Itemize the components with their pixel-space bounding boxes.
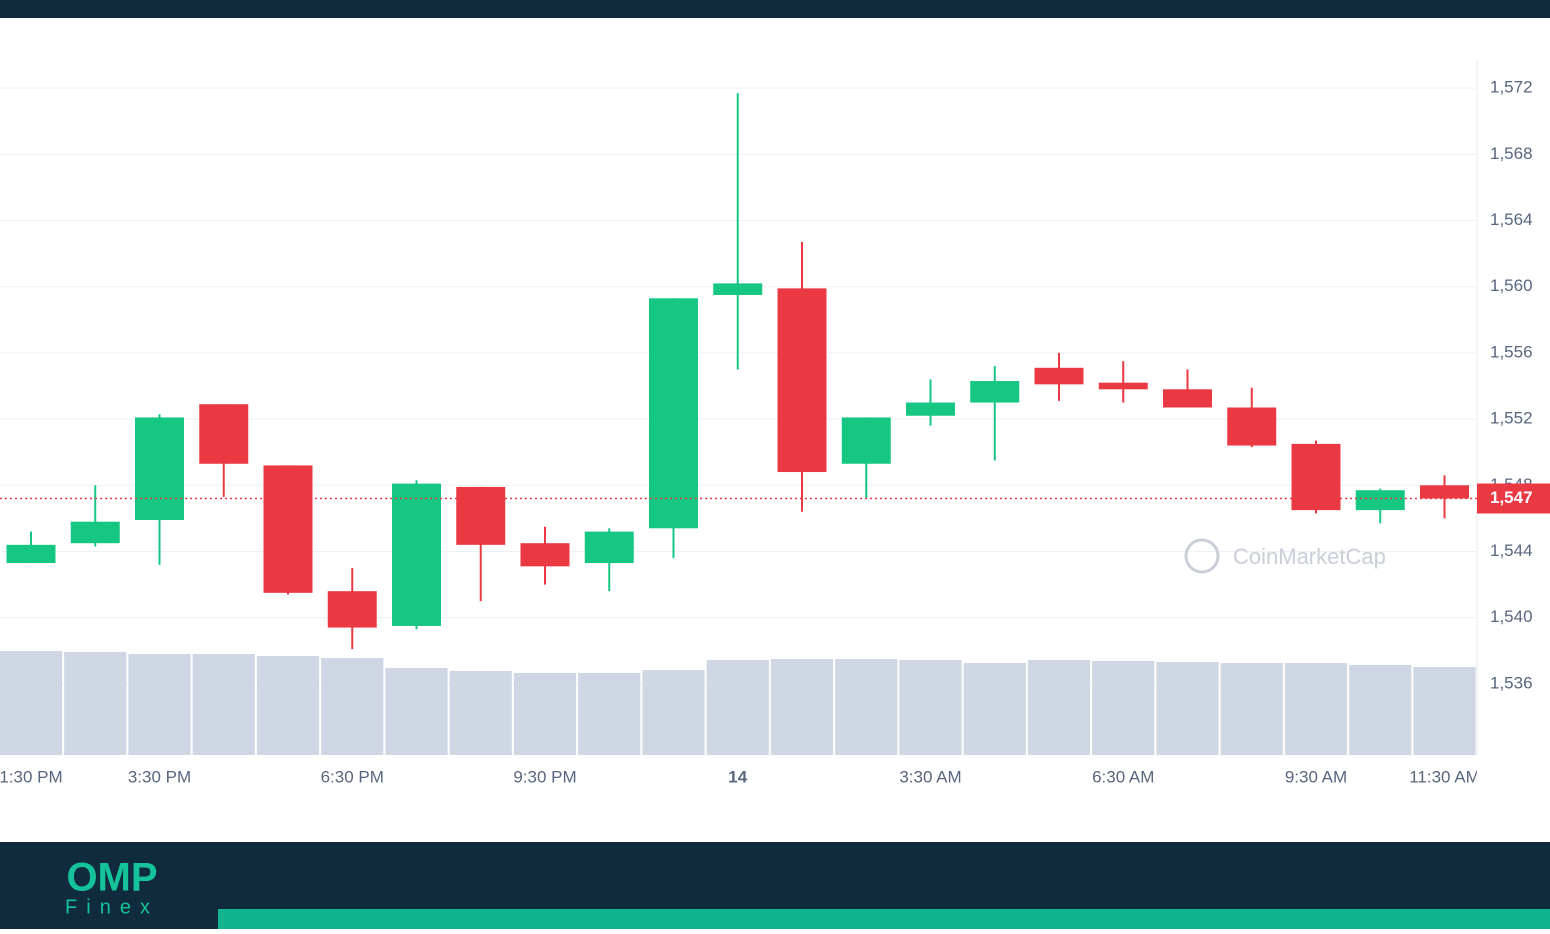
price-tag xyxy=(1477,483,1550,514)
volume-bar xyxy=(578,673,641,755)
y-tick-label: 1,564 xyxy=(1490,210,1533,229)
candle-body xyxy=(1098,382,1148,390)
watermark-icon xyxy=(1184,538,1220,574)
volume-bar xyxy=(256,656,320,755)
y-tick-label: 1,536 xyxy=(1490,673,1533,692)
volume-bar xyxy=(899,660,962,755)
y-tick-label: 1,572 xyxy=(1490,78,1533,97)
y-tick-label: 1,552 xyxy=(1490,409,1533,428)
volume-bar xyxy=(1156,662,1219,755)
candle-body xyxy=(1291,443,1341,511)
volume-bar xyxy=(1092,661,1155,755)
logo-subtitle: Finex xyxy=(65,896,159,918)
volume-bar xyxy=(1284,663,1348,755)
x-tick-label: 9:30 AM xyxy=(1285,767,1347,786)
candle-body xyxy=(713,283,763,295)
x-tick-label: 6:30 PM xyxy=(321,767,384,786)
y-tick-label: 1,540 xyxy=(1490,607,1533,626)
candle-body xyxy=(649,298,698,529)
volume-bar xyxy=(0,651,63,755)
y-tick-label: 1,556 xyxy=(1490,342,1533,361)
x-tick-label: 1:30 PM xyxy=(0,767,63,786)
x-tick-label: 11:30 AM xyxy=(1409,767,1480,786)
candle-body xyxy=(6,544,56,564)
candle-body xyxy=(392,483,441,626)
top-bar xyxy=(0,0,1550,18)
x-tick-label: 14 xyxy=(728,767,747,786)
plot: 1:30 PM 3:30 PM 6:30 PM 9:30 PM 14 3:30 AM 6:3… xyxy=(0,87,1480,786)
volume-bar xyxy=(1027,660,1091,755)
candle-body xyxy=(777,288,827,473)
candle-body xyxy=(1227,407,1277,446)
candle-body xyxy=(1163,389,1212,408)
candle-body xyxy=(520,543,570,567)
volume-bar xyxy=(192,654,255,755)
volume-bar xyxy=(385,668,448,755)
price-label: 1,547 xyxy=(1490,488,1533,507)
volume-bar xyxy=(513,673,577,755)
candle-body xyxy=(1355,490,1405,511)
volume-bar xyxy=(1413,667,1476,755)
volume-bar xyxy=(64,652,127,755)
y-tick-label: 1,560 xyxy=(1490,276,1533,295)
candle-body xyxy=(70,521,120,544)
volume-bar xyxy=(835,659,898,755)
watermark: CoinMarketCap xyxy=(1184,538,1386,574)
candle-body xyxy=(584,531,634,564)
volume-bar xyxy=(1349,665,1412,755)
footer-stripe xyxy=(218,909,1550,929)
candle-body xyxy=(263,465,313,593)
x-tick-label: 6:30 AM xyxy=(1092,767,1154,786)
watermark-text: CoinMarketCap xyxy=(1233,544,1386,569)
y-tick-label: 1,568 xyxy=(1490,144,1533,163)
candle-body xyxy=(970,381,1020,403)
candle-body xyxy=(1034,367,1084,385)
volume-bar xyxy=(770,659,834,755)
volume-bar xyxy=(321,658,384,755)
volume-bar xyxy=(642,670,705,755)
candle-body xyxy=(841,417,891,464)
y-tick-label: 1,544 xyxy=(1490,541,1533,560)
logo: OMP xyxy=(66,856,157,900)
volume-bar xyxy=(449,671,512,755)
candle-body xyxy=(199,404,249,464)
candle-body xyxy=(906,402,955,416)
volume-bar xyxy=(1220,663,1283,755)
candle-body xyxy=(135,417,184,521)
candle-body xyxy=(1420,485,1469,499)
x-tick-label: 3:30 AM xyxy=(899,767,961,786)
volume-bar xyxy=(706,660,769,755)
volume-bar xyxy=(963,663,1026,755)
x-tick-label: 9:30 PM xyxy=(513,767,576,786)
candle-body xyxy=(327,591,377,628)
volume-bar xyxy=(128,654,191,755)
candle-body xyxy=(456,486,506,545)
x-tick-label: 3:30 PM xyxy=(128,767,191,786)
